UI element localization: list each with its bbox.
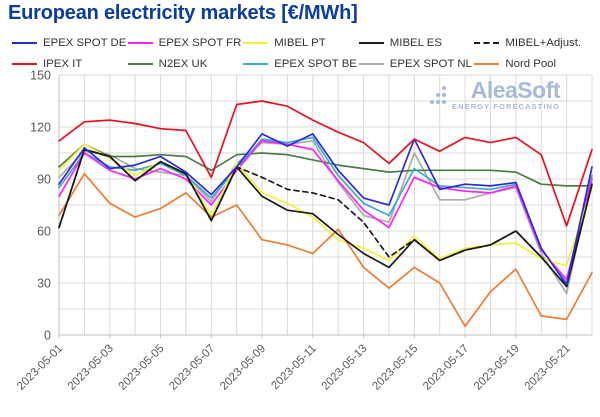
legend-item-ipex-it: IPEX IT [12,57,128,71]
legend-line-swatch [12,63,37,65]
logo-dot [436,100,440,104]
x-tick-label: 2023-05-17 [421,343,471,393]
series-line-mibel-pt [58,143,593,267]
legend-line-swatch [12,42,37,44]
legend-item-epex-spot-be: EPEX SPOT BE [243,57,359,71]
series-line-epex-spot-de [58,133,593,286]
x-tick-label: 2023-05-01 [15,343,65,393]
legend-item-n2ex-uk: N2EX UK [127,57,244,71]
logo-dot [442,93,446,97]
series-line-mibel-es [58,148,593,288]
legend-label: EPEX SPOT BE [274,58,357,70]
legend-item-epex-spot-de: EPEX SPOT DE [12,36,128,50]
legend-label: Nord Pool [505,58,557,70]
x-tick-label: 2023-05-11 [269,343,318,392]
series-line-epex-spot-be [58,136,593,284]
y-tick-label: 90 [37,173,51,187]
legend-item-nord-pool: Nord Pool [474,57,590,71]
logo-dot [442,100,446,104]
legend-label: N2EX UK [158,58,208,70]
y-tick-label: 120 [30,121,51,135]
legend-label: IPEX IT [43,58,83,70]
legend-label: EPEX SPOT NL [389,58,472,70]
x-tick-label: 2023-05-13 [320,343,370,393]
page-title: European electricity markets [€/MWh] [8,2,358,24]
chart-legend: EPEX SPOT DE EPEX SPOT FR MIBEL PT MIBEL ES… [12,36,590,71]
legend-item-mibel-es: MIBEL ES [358,36,475,50]
logo-dot [436,93,440,97]
logo-dot [430,100,434,104]
x-tick-label: 2023-05-03 [66,343,116,393]
legend-line-swatch [127,63,153,65]
series-line-nord-pool [58,172,593,328]
x-tick-label: 2023-05-21 [523,343,573,393]
legend-line-swatch [243,63,269,65]
legend-line-swatch [358,63,384,65]
legend-item-epex-spot-nl: EPEX SPOT NL [358,57,475,71]
x-tick-label: 2023-05-15 [370,343,420,393]
aleasoft-logo-tagline: ENERGY FORECASTING [452,102,561,111]
legend-label: MIBEL PT [274,37,326,49]
aleasoft-logo-dots-icon [430,85,447,106]
legend-item-mibel-adjust-: MIBEL+Adjust. [474,36,590,50]
series-line-ipex-it [58,100,593,227]
legend-line-swatch [358,42,384,44]
y-tick-label: 60 [37,225,51,239]
legend-line-swatch [474,63,500,65]
y-tick-label: 0 [44,329,51,343]
legend-label: MIBEL ES [389,37,442,49]
legend-item-mibel-pt: MIBEL PT [243,36,359,50]
legend-line-swatch [243,42,269,44]
series-line-n2ex-uk [58,143,593,187]
logo-dot [442,86,446,90]
x-tick-label: 2023-05-05 [117,343,167,393]
aleasoft-logo-name: AleaSoft [470,77,561,103]
legend-label: MIBEL+Adjust. [505,37,582,49]
y-tick-label: 150 [30,69,51,83]
legend-label: EPEX SPOT DE [43,37,127,49]
x-tick-label: 2023-05-19 [472,343,522,393]
x-tick-label: 2023-05-09 [218,343,268,393]
legend-label: EPEX SPOT FR [158,37,242,49]
legend-item-epex-spot-fr: EPEX SPOT FR [127,36,244,50]
y-tick-label: 30 [37,277,51,291]
legend-line-swatch [127,42,153,44]
series-line-epex-spot-fr [58,140,593,281]
legend-line-swatch [474,42,500,44]
aleasoft-logo: AleaSoft ENERGY FORECASTING [430,77,561,111]
x-tick-label: 2023-05-07 [167,343,217,393]
